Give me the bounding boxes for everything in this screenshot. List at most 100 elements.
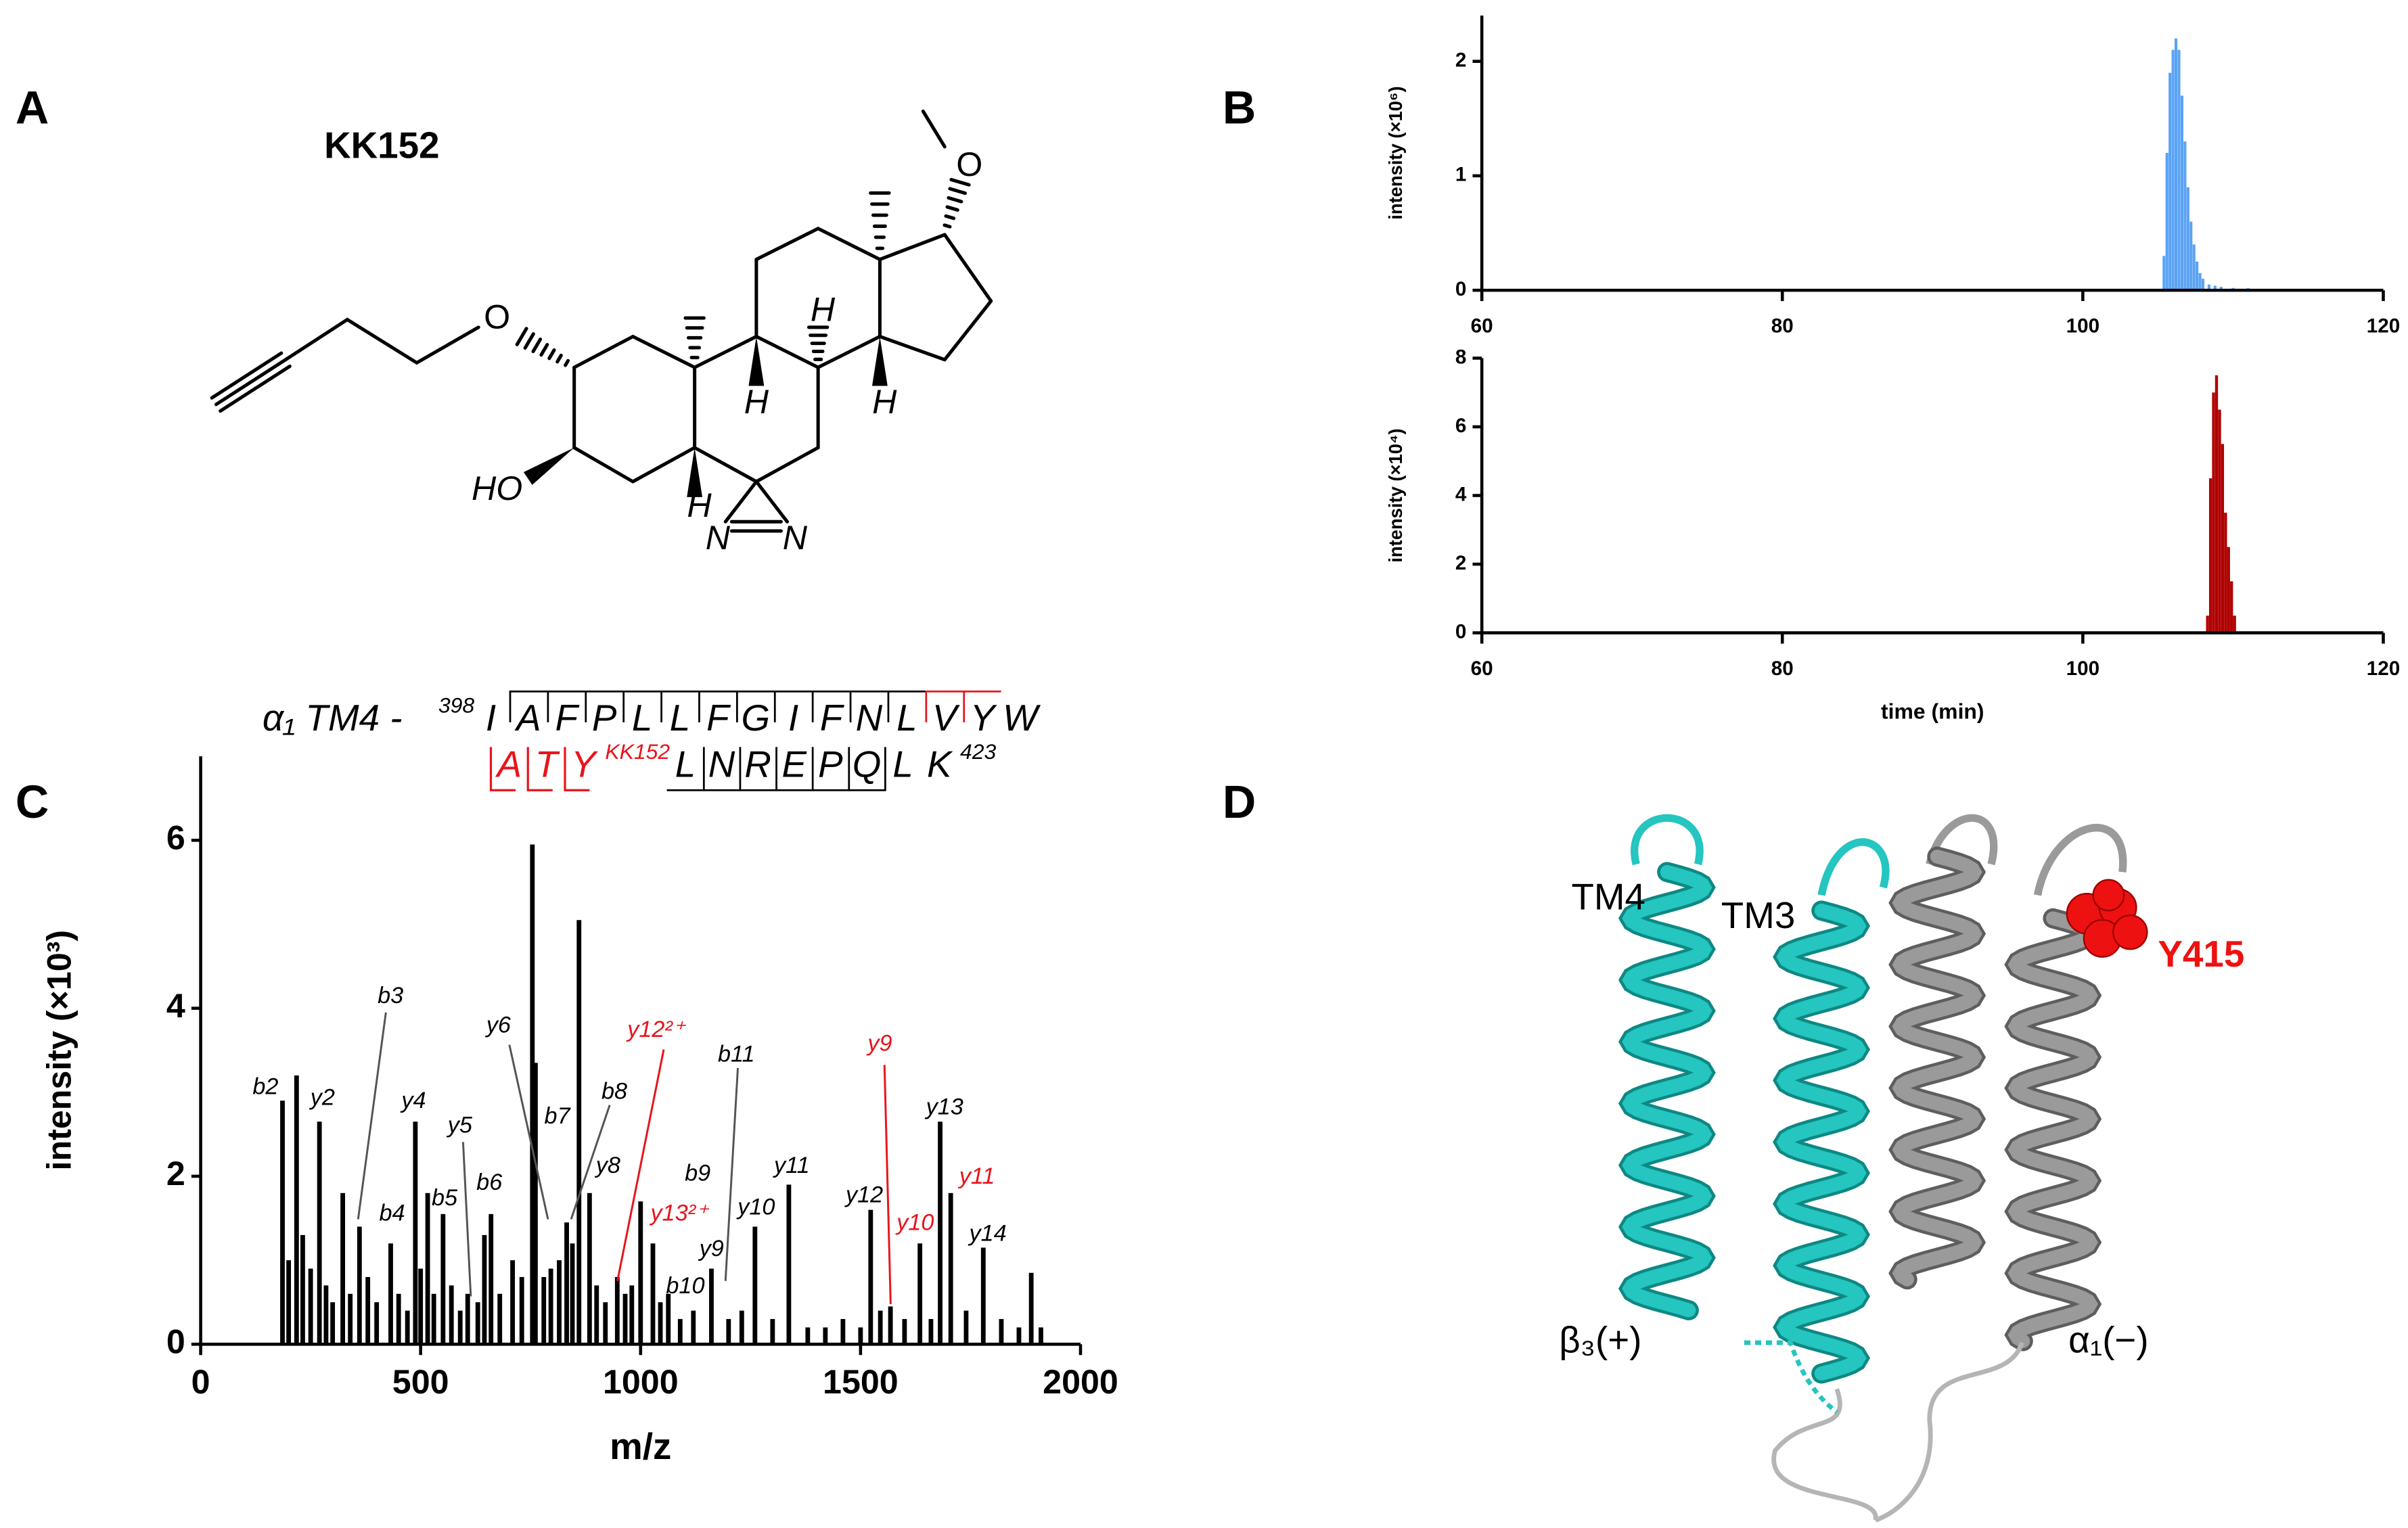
bar bbox=[2189, 221, 2193, 291]
bar bbox=[465, 1293, 470, 1345]
bond bbox=[555, 353, 563, 364]
bar bbox=[2183, 141, 2187, 291]
peak-label: y13²⁺ bbox=[650, 1201, 710, 1226]
fragment-bracket bbox=[773, 690, 813, 722]
bar bbox=[396, 1293, 401, 1345]
bar bbox=[348, 1293, 353, 1345]
y-tick-label: 2 bbox=[1455, 552, 1467, 574]
bar bbox=[2219, 287, 2223, 291]
atom-label: N bbox=[706, 519, 731, 557]
bond bbox=[754, 446, 820, 484]
bar bbox=[2208, 478, 2212, 633]
bar bbox=[650, 1243, 656, 1345]
bond bbox=[942, 299, 993, 362]
bar bbox=[2221, 444, 2225, 633]
bar bbox=[2227, 547, 2230, 633]
bond bbox=[515, 327, 528, 346]
leader-line bbox=[883, 1065, 892, 1305]
peak-label: y10 bbox=[895, 1209, 934, 1235]
loop bbox=[1771, 1341, 2024, 1523]
bar bbox=[475, 1302, 480, 1345]
y-tick-label: 2 bbox=[166, 1155, 185, 1193]
bar bbox=[440, 1213, 446, 1345]
bond bbox=[878, 335, 947, 362]
bar bbox=[999, 1319, 1004, 1345]
protein-label: Y415 bbox=[2158, 933, 2244, 975]
peptide-end: 423 bbox=[960, 739, 997, 764]
residue: A bbox=[495, 743, 522, 785]
fragment-bracket bbox=[622, 690, 661, 722]
bar bbox=[2168, 72, 2172, 291]
bar bbox=[691, 1310, 696, 1345]
x-axis-label: m/z bbox=[610, 1425, 671, 1467]
x-tick-label: 0 bbox=[191, 1363, 210, 1401]
peak-label: b5 bbox=[432, 1185, 458, 1211]
x-tick-label: 60 bbox=[1471, 315, 1493, 338]
chart: 0 2 4 6 0 500 1000 1500 2000 intensity (×10³) m/z b… bbox=[41, 756, 1118, 1467]
bar bbox=[308, 1268, 313, 1345]
fragment-bracket bbox=[849, 690, 888, 722]
residue: L bbox=[675, 743, 696, 785]
bar bbox=[564, 1222, 569, 1345]
peak-label: y12²⁺ bbox=[626, 1017, 687, 1042]
residue: Y bbox=[970, 697, 997, 739]
bond bbox=[754, 480, 790, 524]
bond bbox=[754, 227, 820, 261]
bar bbox=[2230, 581, 2233, 633]
bar bbox=[2192, 244, 2196, 291]
modification: KK152 bbox=[605, 739, 670, 764]
y-tick-label: 4 bbox=[1455, 483, 1467, 505]
peak-label: y12 bbox=[844, 1182, 883, 1207]
residue: P bbox=[818, 743, 843, 785]
bar bbox=[739, 1310, 744, 1345]
bar bbox=[2201, 279, 2205, 291]
peak-label: y11 bbox=[958, 1163, 995, 1189]
leader-line bbox=[724, 1067, 739, 1281]
bar bbox=[557, 1260, 562, 1345]
bond bbox=[947, 195, 963, 204]
protein-label: α₁(−) bbox=[2068, 1318, 2149, 1360]
bond bbox=[219, 364, 292, 413]
y-tick-label: 8 bbox=[1455, 346, 1467, 368]
bond bbox=[878, 233, 947, 261]
residue: L bbox=[632, 697, 652, 739]
fragment-bracket bbox=[564, 747, 590, 791]
residue: G bbox=[741, 697, 770, 739]
bar bbox=[878, 1310, 883, 1345]
bar bbox=[603, 1302, 608, 1345]
bar bbox=[1016, 1327, 1022, 1345]
atom-label: N bbox=[783, 519, 808, 557]
bond bbox=[921, 109, 947, 149]
bar bbox=[576, 920, 582, 1345]
bar bbox=[938, 1121, 942, 1345]
peak-label: y14 bbox=[968, 1220, 1007, 1246]
bar bbox=[1039, 1327, 1043, 1345]
bar bbox=[388, 1243, 393, 1345]
peptide-start: 398 bbox=[438, 693, 475, 718]
peak-label: b4 bbox=[379, 1201, 405, 1226]
residue: N bbox=[708, 743, 735, 785]
fragment-bracket bbox=[736, 690, 775, 722]
bond bbox=[816, 227, 882, 261]
bar bbox=[405, 1310, 410, 1345]
bond bbox=[949, 178, 971, 187]
fragment-bracket bbox=[489, 747, 516, 791]
fragment-bracket bbox=[547, 690, 585, 722]
bar bbox=[770, 1319, 775, 1345]
y-axis-label: intensity (×10⁴) bbox=[1385, 428, 1406, 562]
bar bbox=[709, 1268, 714, 1345]
peak-label: y6 bbox=[485, 1012, 512, 1038]
y-tick-label: 1 bbox=[1455, 164, 1467, 186]
bond bbox=[572, 335, 635, 369]
atom-label: H bbox=[811, 290, 836, 328]
bond bbox=[723, 480, 758, 524]
bond bbox=[687, 447, 703, 497]
bar bbox=[823, 1327, 828, 1345]
bar bbox=[2177, 49, 2181, 291]
bar bbox=[330, 1302, 336, 1345]
panel-label: C bbox=[16, 776, 49, 828]
bond bbox=[531, 338, 543, 354]
y-tick-label: 0 bbox=[1455, 620, 1467, 643]
residue: T bbox=[535, 743, 560, 785]
bar bbox=[629, 1285, 635, 1345]
